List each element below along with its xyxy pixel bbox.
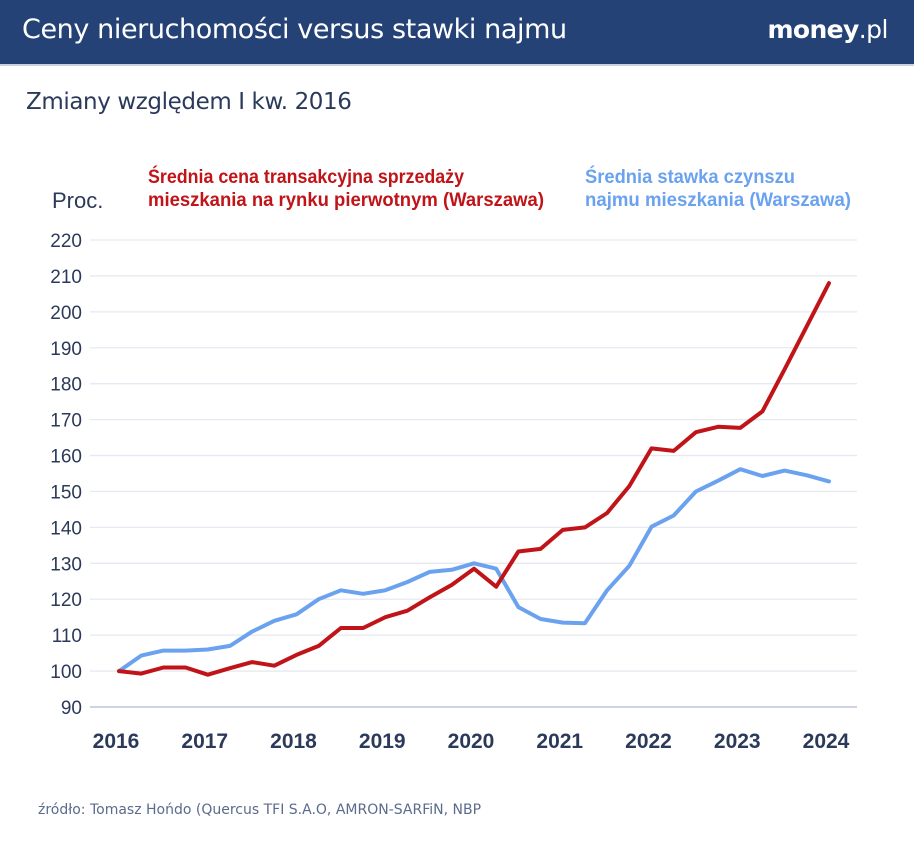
gridlines bbox=[90, 239, 857, 708]
y-tick-label: 160 bbox=[50, 447, 82, 468]
x-axis-ticks: 2016 2017 2018 2019 2020 2021 2022 2023 2024 bbox=[93, 730, 850, 753]
y-tick-label: 100 bbox=[50, 662, 82, 683]
y-axis-label: Proc. bbox=[52, 188, 103, 213]
y-tick-label: 170 bbox=[50, 411, 82, 432]
x-tick-label: 2016 bbox=[93, 730, 140, 753]
y-tick-label: 210 bbox=[50, 267, 82, 288]
y-tick-label: 190 bbox=[50, 339, 82, 360]
y-tick-label: 180 bbox=[50, 375, 82, 396]
source-note: źródło: Tomasz Hońdo (Quercus TFI S.A.O,… bbox=[38, 802, 482, 818]
legend: Średnia cena transakcyjna sprzedażymiesz… bbox=[148, 164, 851, 211]
y-tick-label: 130 bbox=[50, 554, 82, 575]
x-tick-label: 2022 bbox=[625, 730, 672, 753]
y-tick-label: 220 bbox=[50, 231, 82, 252]
x-tick-label: 2021 bbox=[536, 730, 583, 753]
x-tick-label: 2023 bbox=[714, 730, 761, 753]
y-tick-label: 140 bbox=[50, 518, 82, 539]
x-tick-label: 2020 bbox=[448, 730, 495, 753]
legend-label: Średnia cena transakcyjna sprzedaży bbox=[148, 164, 464, 188]
x-tick-label: 2018 bbox=[270, 730, 317, 753]
logo-tld-text: .pl bbox=[858, 15, 889, 44]
chart-title: Ceny nieruchomości versus stawki najmu bbox=[22, 14, 567, 45]
series-lines bbox=[117, 281, 831, 677]
legend-label: Średnia stawka czynszu bbox=[585, 164, 795, 188]
x-tick-label: 2024 bbox=[803, 730, 850, 753]
legend-label: najmu mieszkania (Warszawa) bbox=[585, 189, 851, 211]
header-bar: Ceny nieruchomości versus stawki najmu m… bbox=[0, 0, 914, 66]
y-tick-label: 150 bbox=[50, 482, 82, 503]
y-tick-label: 120 bbox=[50, 590, 82, 611]
x-tick-label: 2019 bbox=[359, 730, 406, 753]
logo-main-text: money bbox=[767, 15, 859, 44]
x-tick-label: 2017 bbox=[181, 730, 228, 753]
y-axis-ticks: 220 210 200 190 180 170 160 150 140 130 120 110 100 9… bbox=[50, 231, 82, 719]
legend-label: mieszkania na rynku pierwotnym (Warszawa… bbox=[148, 189, 544, 211]
money-pl-logo: money.pl bbox=[767, 15, 888, 44]
y-tick-label: 200 bbox=[50, 303, 82, 324]
chart-subtitle: Zmiany względem I kw. 2016 bbox=[26, 89, 352, 115]
y-tick-label: 110 bbox=[52, 626, 82, 647]
y-tick-label: 90 bbox=[61, 698, 82, 719]
